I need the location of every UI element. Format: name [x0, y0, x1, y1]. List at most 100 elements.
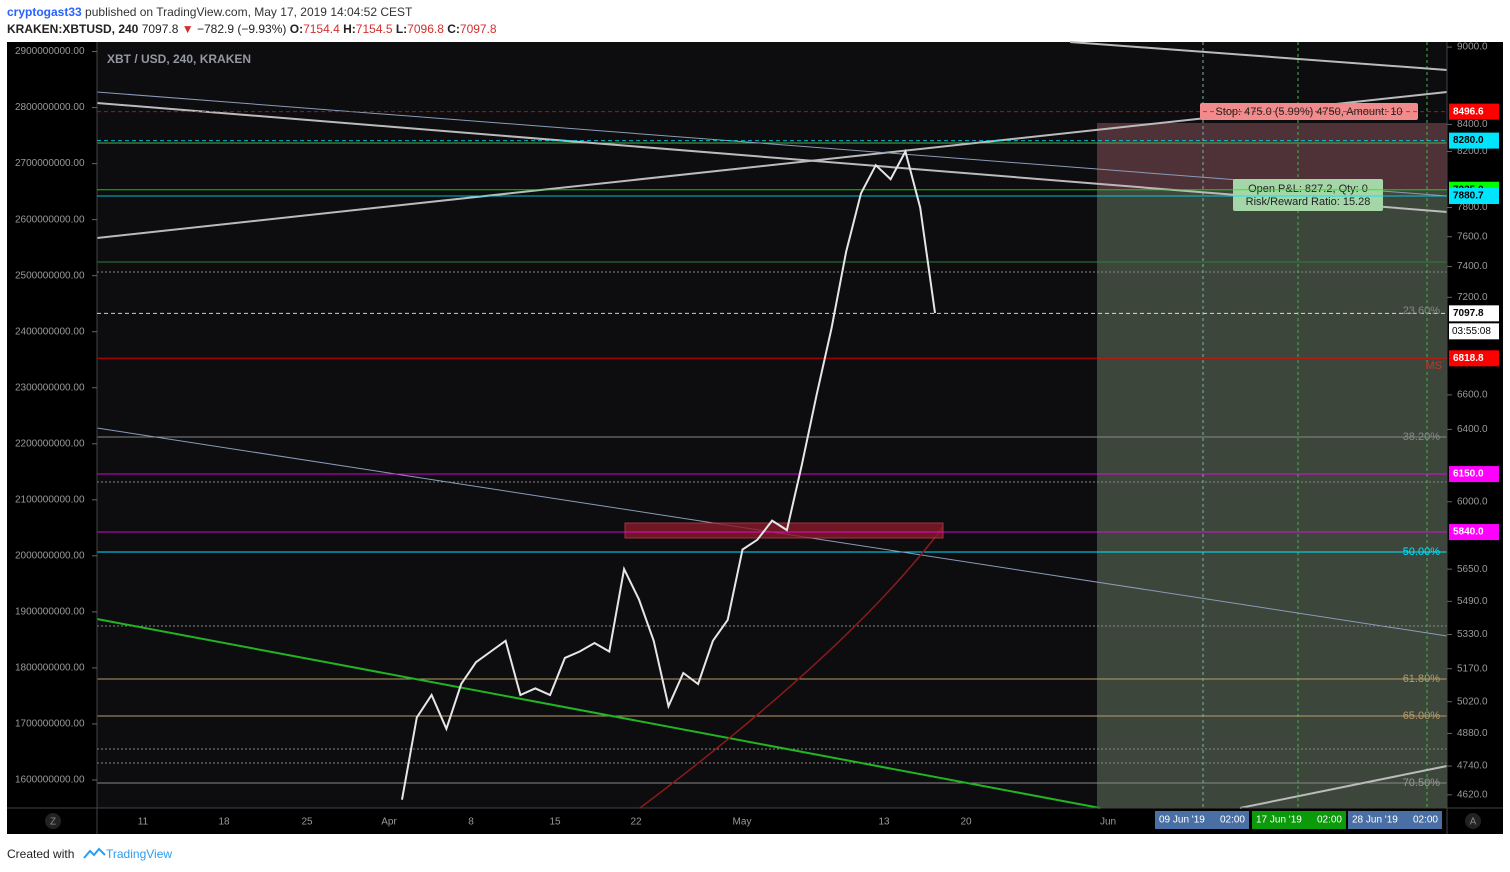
left-tick-label: 2900000000.00: [15, 46, 85, 57]
price-label-box: [1449, 305, 1499, 322]
price-label: 5840.0: [1453, 527, 1484, 538]
trend-line: [1239, 765, 1448, 809]
date-box: [1252, 811, 1346, 829]
right-tick-label: 4740.0: [1457, 761, 1488, 772]
price-label: 8496.6: [1453, 106, 1484, 117]
left-tick-label: 1800000000.00: [15, 663, 85, 674]
x-tick-label: 8: [468, 817, 474, 828]
x-tick-label: 13: [878, 817, 890, 828]
fib-label: 50.00%: [1403, 546, 1441, 558]
pnl-label: Open P&L: 827.2, Qty: 0: [1248, 183, 1368, 195]
left-tick-label: 2800000000.00: [15, 102, 85, 113]
time-label: 02:00: [1220, 815, 1245, 826]
right-tick-label: 7200.0: [1457, 292, 1488, 303]
left-tick-label: 1700000000.00: [15, 719, 85, 730]
fib-label: 61.80%: [1403, 673, 1441, 685]
left-tick-label: 2200000000.00: [15, 438, 85, 449]
resistance-zone: [624, 522, 944, 539]
price-label-box: [1449, 350, 1499, 367]
curve: [639, 526, 944, 809]
button-z[interactable]: [45, 813, 61, 829]
fib-label: 70.50%: [1403, 777, 1441, 789]
open: 7154.4: [303, 22, 340, 36]
date-box: [1348, 811, 1442, 829]
x-tick-label: 15: [549, 817, 561, 828]
x-tick-label: 25: [301, 817, 313, 828]
down-arrow: ▼: [182, 22, 194, 36]
left-tick-label: 2700000000.00: [15, 158, 85, 169]
left-tick-label: 1600000000.00: [15, 775, 85, 786]
price-label: 6818.8: [1453, 353, 1484, 364]
right-tick-label: 8200.0: [1457, 146, 1488, 157]
change: −782.9 (−9.93%): [197, 22, 286, 36]
price-label: 6150.0: [1453, 469, 1484, 480]
date-label: 17 Jun '19: [1256, 815, 1302, 826]
price-label-box: [1449, 466, 1499, 483]
right-tick-label: 5650.0: [1457, 564, 1488, 575]
left-tick-label: 2100000000.00: [15, 494, 85, 505]
trend-line: [96, 91, 1448, 197]
right-tick-label: 5020.0: [1457, 696, 1488, 707]
pnl-box: [1233, 179, 1383, 211]
level-lines: [97, 142, 1447, 784]
right-tick-label: 5170.0: [1457, 663, 1488, 674]
fib-label: 23.60%: [1403, 305, 1441, 317]
x-tick-label: 18: [218, 817, 230, 828]
header: cryptogast33 published on TradingView.co…: [7, 5, 413, 19]
fib-label: 38.20%: [1403, 431, 1441, 443]
right-tick-label: 7400.0: [1457, 261, 1488, 272]
footer-brand[interactable]: TradingView: [106, 847, 172, 861]
symbol-bar: KRAKEN:XBTUSD, 240 7097.8 ▼ −782.9 (−9.9…: [7, 22, 497, 36]
right-tick-label: 5330.0: [1457, 629, 1488, 640]
price-label-box: [1449, 132, 1499, 149]
date-box: [1155, 811, 1249, 829]
ms-label: MS: [1426, 360, 1443, 372]
right-tick-label: 7800.0: [1457, 202, 1488, 213]
right-tick-label: 4880.0: [1457, 728, 1488, 739]
fib-label: 65.00%: [1403, 710, 1441, 722]
chart-legend: XBT / USD, 240, KRAKEN: [107, 52, 251, 66]
right-tick-label: 7600.0: [1457, 231, 1488, 242]
price-label: 7880.7: [1453, 191, 1484, 202]
x-tick-label: Apr: [381, 817, 397, 828]
x-tick-label: 22: [630, 817, 642, 828]
last: 7097.8: [142, 22, 179, 36]
close-label: C:: [447, 22, 460, 36]
vertical-markers: [1202, 42, 1428, 808]
date-label: 28 Jun '19: [1352, 815, 1398, 826]
close: 7097.8: [460, 22, 497, 36]
right-tick-label: 8400.0: [1457, 119, 1488, 130]
button-z-label[interactable]: Z: [50, 817, 56, 828]
price-label-box: [1449, 188, 1499, 205]
right-tick-label: 9000.0: [1457, 42, 1488, 53]
right-tick-label: 6400.0: [1457, 424, 1488, 435]
low: 7096.8: [407, 22, 444, 36]
left-tick-label: 2000000000.00: [15, 550, 85, 561]
x-tick-label: May: [733, 817, 752, 828]
tv-logo: [83, 847, 106, 859]
button-a[interactable]: [1465, 813, 1481, 829]
published: published on TradingView.com, May 17, 20…: [85, 5, 413, 19]
x-tick-label: Jun: [1100, 817, 1116, 828]
trend-line: [96, 102, 1448, 213]
right-tick-label: 6000.0: [1457, 496, 1488, 507]
price-label-box: [1449, 103, 1499, 120]
button-a-label[interactable]: A: [1470, 817, 1477, 828]
left-tick-label: 2300000000.00: [15, 382, 85, 393]
high: 7154.5: [356, 22, 393, 36]
right-tick-label: 5490.0: [1457, 596, 1488, 607]
time-label: 02:00: [1317, 815, 1342, 826]
right-tick-label: 6600.0: [1457, 390, 1488, 401]
left-tick-label: 1900000000.00: [15, 607, 85, 618]
price-trace: [401, 148, 936, 800]
high-label: H:: [343, 22, 356, 36]
time-label: 02:00: [1413, 815, 1438, 826]
trend-line: [96, 618, 1101, 809]
target-zone: [1097, 190, 1447, 808]
x-tick-label: 11: [138, 817, 149, 828]
left-tick-label: 2400000000.00: [15, 326, 85, 337]
price-label: 7097.8: [1453, 308, 1484, 319]
author[interactable]: cryptogast33: [7, 5, 82, 19]
